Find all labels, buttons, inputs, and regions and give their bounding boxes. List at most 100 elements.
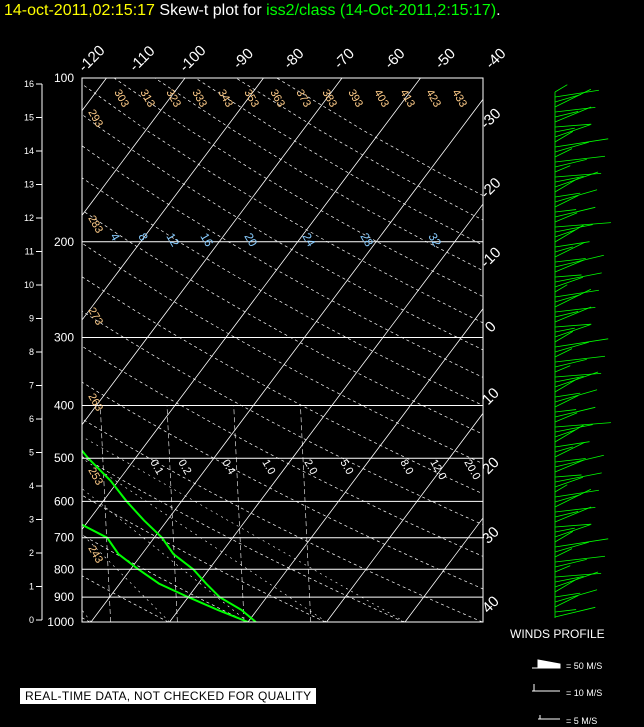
plot-area (0, 78, 483, 622)
dry-adiabat-label-373: 373 (293, 88, 313, 110)
wind-barb (554, 472, 602, 483)
right-temp-label-0: 0 (482, 318, 500, 336)
right-temp-label-40: 40 (479, 593, 503, 617)
wind-barb (554, 173, 602, 178)
lower-mixing-label-3: 1.0 (259, 458, 277, 477)
wind-barb (554, 609, 577, 613)
wind-barb (554, 341, 590, 353)
height-label-5: 5 (29, 448, 34, 458)
dry-adiabat-333 (82, 381, 483, 590)
wind-barb (554, 555, 606, 563)
isotherm-20 (247, 307, 483, 622)
wind-barb (554, 454, 604, 468)
isotherm--20 (82, 78, 343, 426)
pressure-label-700: 700 (54, 531, 74, 545)
wind-barb (554, 84, 568, 93)
wind-barb (554, 412, 578, 423)
lower-mixing-label-4: 2.0 (301, 458, 319, 477)
wind-barb (554, 488, 592, 508)
dry-adiabat-label-383: 383 (319, 88, 339, 110)
top-temp-label--80: -80 (280, 45, 307, 72)
wind-barb (554, 355, 606, 363)
wind-barb (554, 527, 575, 533)
height-label-7: 7 (29, 381, 34, 391)
wind-legend-symbol-50 (532, 659, 561, 669)
wind-barb (554, 276, 584, 288)
wind-barb (554, 284, 568, 293)
wind-barb (554, 338, 609, 348)
wind-barb (554, 288, 592, 308)
wind-barb (554, 442, 585, 458)
dry-adiabat-label-323: 323 (163, 88, 183, 110)
wind-barb (554, 327, 575, 333)
dry-adiabat-label-393: 393 (345, 88, 365, 110)
top-temp-label--40: -40 (482, 45, 509, 72)
quality-warning: REAL-TIME DATA, NOT CHECKED FOR QUALITY (20, 688, 317, 704)
title-period: . (496, 2, 501, 19)
wind-barb (554, 348, 573, 358)
wind-barb (554, 422, 611, 428)
wind-barb (554, 446, 573, 453)
wind-barb (554, 311, 579, 318)
moist-adiabat-0 (82, 609, 92, 622)
pressure-label-100: 100 (54, 71, 74, 85)
dewpoint-trace (82, 523, 249, 622)
temperature-trace (82, 449, 257, 622)
top-temp-label--120: -120 (75, 42, 108, 75)
top-temp-label--100: -100 (176, 42, 209, 75)
wind-legend-5: = 5 M/S (566, 716, 598, 726)
isotherm--10 (82, 78, 421, 530)
dry-adiabat-353 (82, 310, 483, 526)
wind-barb (554, 323, 592, 328)
lower-mixing-label-8: 20.0 (461, 458, 482, 483)
wind-barb (554, 541, 590, 553)
dry-adiabat-label-423: 423 (423, 88, 443, 110)
wind-barb (554, 148, 573, 158)
mixing-ratio-line-20 (300, 405, 312, 622)
lower-mixing-label-6: 8.0 (397, 458, 415, 477)
height-label-9: 9 (29, 314, 34, 324)
right-temp-label--10: -10 (477, 244, 504, 271)
wind-barb (554, 294, 582, 303)
height-label-16: 16 (24, 79, 34, 89)
height-label-6: 6 (29, 414, 34, 424)
right-temp-label-30: 30 (479, 523, 503, 547)
wind-barb (554, 592, 581, 598)
wind-barb (554, 175, 584, 183)
wind-barb (554, 531, 574, 543)
mixing-ratio-line-8 (166, 405, 178, 622)
wind-barb (554, 484, 568, 493)
dry-adiabat-label-313: 313 (137, 88, 157, 110)
moist-adiabat-30 (82, 457, 327, 622)
wind-barb (554, 511, 579, 518)
wind-barb (554, 589, 598, 603)
dry-adiabat-363 (82, 276, 483, 495)
wind-barb (554, 246, 573, 253)
wind-barb (554, 94, 582, 103)
dry-adiabat-463 (235, 78, 483, 221)
right-temp-label--20: -20 (477, 175, 504, 202)
wind-barb (554, 259, 585, 273)
dry-adiabat-383 (82, 209, 483, 435)
wind-barb (554, 274, 582, 278)
isotherm--30 (82, 78, 264, 321)
wind-barb (554, 289, 599, 298)
wind-barb (554, 373, 602, 378)
wind-barb (554, 155, 606, 163)
wind-barb (554, 106, 592, 123)
wind-barb (554, 392, 581, 398)
dry-adiabat-443 (154, 78, 483, 272)
pressure-label-300: 300 (54, 331, 74, 345)
isotherm--60 (0, 78, 28, 622)
height-label-2: 2 (29, 548, 34, 558)
dry-adiabat-283 (82, 575, 169, 622)
right-temp-label-10: 10 (479, 385, 503, 409)
wind-barb (554, 111, 579, 118)
height-label-4: 4 (29, 481, 34, 491)
title-source: iss2/class (14-Oct-2011,2:15:17) (266, 2, 497, 19)
dry-adiabat-413 (82, 114, 483, 351)
wind-barb (554, 258, 586, 263)
wind-barb (554, 242, 585, 258)
height-label-12: 12 (24, 213, 34, 223)
